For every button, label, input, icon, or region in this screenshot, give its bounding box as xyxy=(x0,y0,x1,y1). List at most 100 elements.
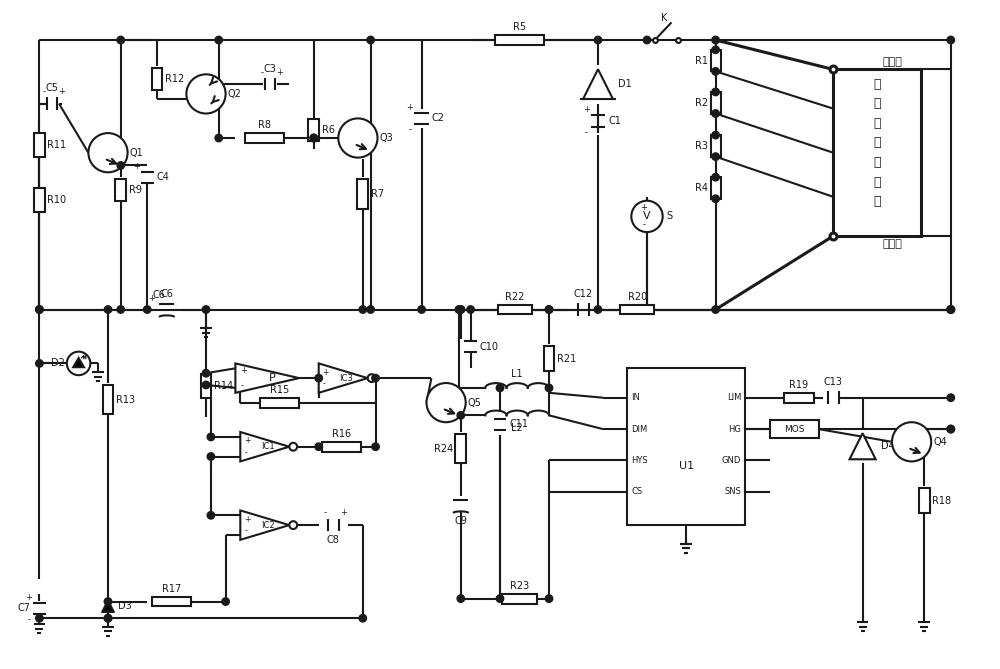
Circle shape xyxy=(104,598,112,605)
Text: Q5: Q5 xyxy=(468,397,482,407)
Circle shape xyxy=(418,306,425,313)
Polygon shape xyxy=(240,510,289,540)
Text: S: S xyxy=(667,211,673,221)
Circle shape xyxy=(207,512,215,519)
Text: 输出端: 输出端 xyxy=(882,57,902,67)
Text: R16: R16 xyxy=(332,429,351,439)
Circle shape xyxy=(202,381,210,389)
Text: +: + xyxy=(25,593,32,602)
Circle shape xyxy=(712,306,719,313)
Text: 电: 电 xyxy=(874,156,881,169)
Circle shape xyxy=(338,118,378,158)
Text: +: + xyxy=(244,436,251,446)
Text: D2: D2 xyxy=(51,359,65,369)
Text: R3: R3 xyxy=(695,141,708,151)
Text: R20: R20 xyxy=(628,292,647,302)
Text: +: + xyxy=(148,294,155,302)
Circle shape xyxy=(36,615,43,622)
Text: +: + xyxy=(323,368,329,377)
Text: IC2: IC2 xyxy=(261,520,275,530)
Circle shape xyxy=(117,306,124,313)
Circle shape xyxy=(186,74,226,114)
Circle shape xyxy=(457,306,465,313)
Circle shape xyxy=(712,68,719,75)
Circle shape xyxy=(643,36,651,43)
Circle shape xyxy=(712,46,719,54)
Text: R18: R18 xyxy=(932,496,951,506)
Text: CS: CS xyxy=(631,487,642,496)
Bar xyxy=(544,347,554,371)
Text: R22: R22 xyxy=(505,292,524,302)
Bar xyxy=(711,177,720,199)
Text: L2: L2 xyxy=(511,423,523,433)
Text: +: + xyxy=(641,203,647,212)
Text: R11: R11 xyxy=(47,140,66,150)
Text: D3: D3 xyxy=(118,601,132,611)
Text: R9: R9 xyxy=(129,185,142,195)
Circle shape xyxy=(947,425,955,433)
Circle shape xyxy=(426,383,466,422)
Text: +: + xyxy=(583,106,590,114)
Text: LIM: LIM xyxy=(727,393,741,402)
Circle shape xyxy=(207,453,215,460)
Circle shape xyxy=(310,134,318,142)
Text: C6: C6 xyxy=(160,289,173,299)
Circle shape xyxy=(36,360,43,367)
Text: V: V xyxy=(643,211,651,221)
Text: GND: GND xyxy=(722,456,741,465)
Circle shape xyxy=(947,306,955,313)
Text: R24: R24 xyxy=(434,444,453,454)
Text: C4: C4 xyxy=(157,172,169,182)
Text: +: + xyxy=(59,87,65,96)
Text: 池: 池 xyxy=(874,97,881,110)
Circle shape xyxy=(496,595,504,602)
Text: -: - xyxy=(643,221,646,229)
Circle shape xyxy=(712,195,719,203)
Circle shape xyxy=(712,153,719,161)
Text: +: + xyxy=(340,508,347,517)
Text: C2: C2 xyxy=(432,114,445,123)
Bar xyxy=(919,488,930,513)
Text: Q4: Q4 xyxy=(933,437,947,447)
Circle shape xyxy=(36,306,43,313)
Text: C11: C11 xyxy=(509,419,528,429)
Circle shape xyxy=(310,134,318,142)
Circle shape xyxy=(372,375,379,382)
Circle shape xyxy=(947,306,955,313)
Polygon shape xyxy=(102,600,114,611)
Circle shape xyxy=(315,375,322,382)
Text: R2: R2 xyxy=(695,98,708,108)
Bar xyxy=(502,593,537,603)
Circle shape xyxy=(545,595,553,602)
Text: C3: C3 xyxy=(263,64,276,74)
Text: L1: L1 xyxy=(511,369,523,379)
Text: HYS: HYS xyxy=(631,456,648,465)
Text: D4: D4 xyxy=(881,442,894,451)
Circle shape xyxy=(455,306,463,313)
Bar xyxy=(495,35,544,45)
Text: R17: R17 xyxy=(162,584,181,593)
Bar xyxy=(711,92,720,114)
Bar xyxy=(308,119,319,141)
Text: -: - xyxy=(27,615,30,624)
Bar xyxy=(152,597,191,607)
Circle shape xyxy=(104,306,112,313)
Bar xyxy=(498,304,532,314)
Text: C9: C9 xyxy=(454,516,467,527)
Circle shape xyxy=(359,306,367,313)
Circle shape xyxy=(368,374,376,382)
Bar xyxy=(620,304,654,314)
Polygon shape xyxy=(73,358,84,367)
Bar xyxy=(245,133,284,143)
Circle shape xyxy=(202,369,210,377)
Text: R10: R10 xyxy=(47,195,66,205)
Text: -: - xyxy=(260,68,263,77)
Circle shape xyxy=(712,131,719,138)
Bar xyxy=(833,70,921,236)
Bar xyxy=(711,135,720,157)
Circle shape xyxy=(496,384,504,391)
Bar xyxy=(152,68,162,90)
Circle shape xyxy=(367,306,374,313)
Circle shape xyxy=(143,306,151,313)
Text: C13: C13 xyxy=(824,377,843,387)
